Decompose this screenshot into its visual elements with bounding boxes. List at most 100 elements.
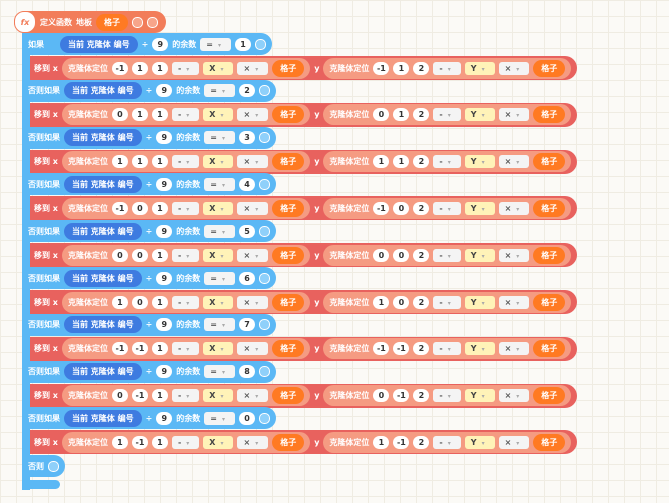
locate-arg[interactable]: 1: [111, 155, 128, 169]
locate-block[interactable]: 克隆体定位-1-11-X×格子: [61, 338, 311, 360]
locate-arg[interactable]: 2: [413, 342, 430, 356]
locate-arg[interactable]: 1: [131, 108, 148, 122]
locate-block[interactable]: 克隆体定位-101-X×格子: [61, 197, 311, 219]
param[interactable]: 格子: [96, 13, 128, 31]
divisor[interactable]: 9: [156, 131, 173, 145]
axis-dropdown[interactable]: X: [203, 295, 234, 309]
operator-dropdown[interactable]: -: [171, 248, 200, 262]
variable[interactable]: 格子: [272, 340, 305, 358]
compare-dropdown[interactable]: =: [204, 84, 235, 98]
locate-arg[interactable]: 1: [131, 155, 148, 169]
locate-arg[interactable]: 0: [393, 248, 410, 262]
operator-dropdown[interactable]: ×: [237, 201, 269, 215]
locate-arg[interactable]: 1: [393, 61, 410, 75]
locate-arg[interactable]: 1: [111, 435, 128, 449]
clone-id-reporter[interactable]: 当前 克隆体 编号: [64, 269, 142, 287]
locate-arg[interactable]: 1: [151, 248, 168, 262]
locate-arg[interactable]: 0: [111, 389, 128, 403]
operator-dropdown[interactable]: -: [433, 201, 461, 215]
locate-arg[interactable]: 2: [413, 61, 430, 75]
locate-arg[interactable]: 1: [151, 108, 168, 122]
compare-dropdown[interactable]: =: [204, 131, 235, 145]
remainder-value[interactable]: 6: [239, 271, 255, 285]
locate-arg[interactable]: -1: [131, 389, 148, 403]
locate-arg[interactable]: 1: [393, 108, 410, 122]
operator-dropdown[interactable]: ×: [237, 108, 269, 122]
locate-arg[interactable]: 0: [131, 295, 148, 309]
divisor[interactable]: 9: [156, 271, 173, 285]
locate-arg[interactable]: 0: [373, 248, 390, 262]
axis-dropdown[interactable]: X: [203, 248, 234, 262]
locate-arg[interactable]: 1: [373, 435, 390, 449]
operator-dropdown[interactable]: ×: [498, 389, 530, 403]
locate-arg[interactable]: 1: [131, 61, 148, 75]
variable[interactable]: 格子: [272, 59, 305, 77]
locate-arg[interactable]: -1: [373, 61, 390, 75]
axis-dropdown[interactable]: X: [203, 155, 234, 169]
variable[interactable]: 格子: [533, 153, 566, 171]
locate-arg[interactable]: 1: [111, 295, 128, 309]
clone-id-reporter[interactable]: 当前 克隆体 编号: [64, 175, 142, 193]
locate-arg[interactable]: 0: [393, 201, 410, 215]
remainder-value[interactable]: 2: [239, 84, 255, 98]
locate-arg[interactable]: 1: [151, 389, 168, 403]
locate-arg[interactable]: 0: [131, 201, 148, 215]
compare-dropdown[interactable]: =: [204, 365, 235, 379]
operator-dropdown[interactable]: -: [171, 201, 200, 215]
locate-arg[interactable]: 1: [373, 295, 390, 309]
add-branch-button[interactable]: [259, 178, 270, 190]
locate-arg[interactable]: 0: [393, 295, 410, 309]
add-branch-button[interactable]: [259, 85, 270, 97]
variable[interactable]: 格子: [533, 433, 566, 451]
divisor[interactable]: 9: [152, 37, 169, 51]
divisor[interactable]: 9: [156, 177, 173, 191]
locate-arg[interactable]: -1: [373, 342, 390, 356]
remainder-value[interactable]: 0: [239, 411, 255, 425]
operator-dropdown[interactable]: ×: [498, 295, 530, 309]
remainder-value[interactable]: 5: [239, 224, 255, 238]
locate-arg[interactable]: -1: [393, 435, 410, 449]
operator-dropdown[interactable]: ×: [237, 389, 269, 403]
variable[interactable]: 格子: [533, 340, 566, 358]
add-branch-button[interactable]: [259, 319, 270, 331]
compare-dropdown[interactable]: =: [204, 271, 235, 285]
variable[interactable]: 格子: [533, 106, 566, 124]
clone-id-reporter[interactable]: 当前 克隆体 编号: [60, 35, 138, 53]
operator-dropdown[interactable]: -: [433, 389, 461, 403]
operator-dropdown[interactable]: -: [433, 342, 461, 356]
axis-dropdown[interactable]: X: [203, 342, 234, 356]
locate-arg[interactable]: -1: [131, 435, 148, 449]
compare-dropdown[interactable]: =: [200, 37, 231, 51]
variable[interactable]: 格子: [272, 246, 305, 264]
operator-dropdown[interactable]: -: [171, 61, 200, 75]
clone-id-reporter[interactable]: 当前 克隆体 编号: [64, 363, 142, 381]
clone-id-reporter[interactable]: 当前 克隆体 编号: [64, 316, 142, 334]
operator-dropdown[interactable]: -: [433, 155, 461, 169]
operator-dropdown[interactable]: ×: [498, 248, 530, 262]
add-branch-button[interactable]: [48, 460, 59, 472]
locate-arg[interactable]: 1: [151, 155, 168, 169]
locate-arg[interactable]: 0: [373, 108, 390, 122]
operator-dropdown[interactable]: -: [433, 108, 461, 122]
locate-arg[interactable]: 2: [413, 201, 430, 215]
variable[interactable]: 格子: [272, 153, 305, 171]
locate-arg[interactable]: -1: [111, 61, 128, 75]
